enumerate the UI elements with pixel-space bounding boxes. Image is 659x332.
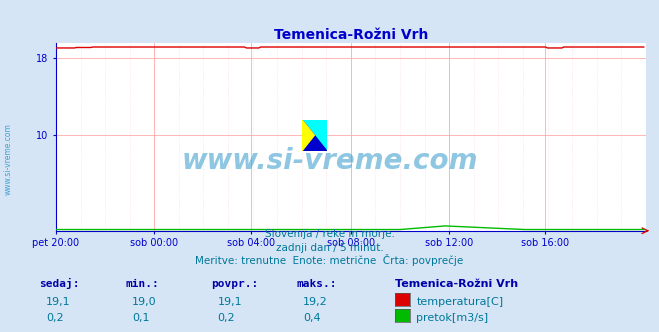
Text: sedaj:: sedaj: [40,278,80,289]
Text: min.:: min.: [125,279,159,289]
Text: temperatura[C]: temperatura[C] [416,297,503,307]
Text: pretok[m3/s]: pretok[m3/s] [416,313,488,323]
Text: maks.:: maks.: [297,279,337,289]
Polygon shape [302,120,327,151]
Text: 19,1: 19,1 [217,297,242,307]
Text: Temenica-Rožni Vrh: Temenica-Rožni Vrh [395,279,519,289]
Polygon shape [302,120,314,151]
Text: povpr.:: povpr.: [211,279,258,289]
Text: 0,1: 0,1 [132,313,150,323]
Text: 0,2: 0,2 [46,313,64,323]
Text: www.si-vreme.com: www.si-vreme.com [181,147,478,175]
Text: 0,2: 0,2 [217,313,235,323]
Polygon shape [302,120,327,151]
Text: Meritve: trenutne  Enote: metrične  Črta: povprečje: Meritve: trenutne Enote: metrične Črta: … [195,254,464,266]
Text: 19,0: 19,0 [132,297,156,307]
Text: 19,1: 19,1 [46,297,71,307]
Text: 19,2: 19,2 [303,297,328,307]
Title: Temenica-Rožni Vrh: Temenica-Rožni Vrh [273,28,428,42]
Text: zadnji dan / 5 minut.: zadnji dan / 5 minut. [275,243,384,253]
Text: www.si-vreme.com: www.si-vreme.com [3,124,13,195]
Text: 0,4: 0,4 [303,313,321,323]
Text: Slovenija / reke in morje.: Slovenija / reke in morje. [264,229,395,239]
